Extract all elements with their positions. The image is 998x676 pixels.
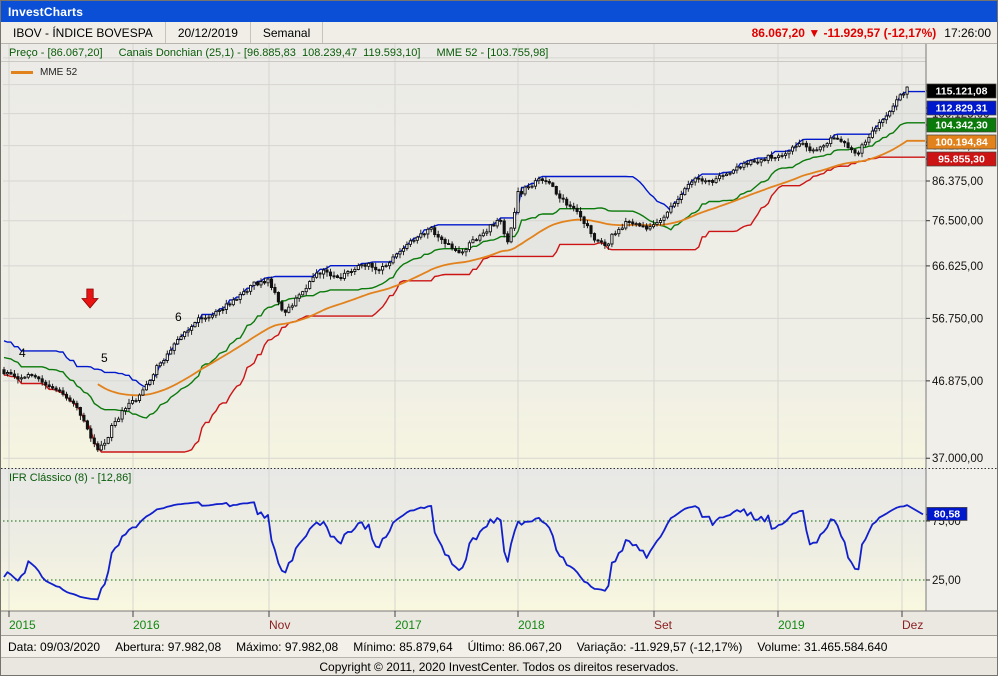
price-tag-text: 112.829,31	[936, 103, 988, 115]
status-field-5: Variação: -11.929,57 (-12,17%)	[576, 639, 743, 654]
chart-area[interactable]: 37.000,00 46.875,00 56.750,00 66.625,00 76.5…	[1, 44, 997, 635]
xaxis-tick-label: 2015	[9, 618, 36, 632]
xaxis-labels: 2015 2016 Nov 2017 2018 Set 2019 Dez	[8, 611, 923, 632]
quote-change: -11.929,57 (-12,17%)	[823, 25, 937, 40]
quote-panel: 86.067,20 ▼ -11.929,57 (-12,17%) 17:26:0…	[752, 22, 991, 43]
xaxis-tick-label: 2018	[518, 618, 545, 632]
price-tag-text: 100.194,84	[935, 137, 988, 149]
xaxis-tick-label: 2017	[395, 618, 422, 632]
quote-time: 17:26:00	[944, 25, 991, 40]
ifr-axis-label: 25,00	[932, 575, 961, 587]
price-axis-label: 56.750,00	[932, 313, 983, 325]
xaxis-tick-label: Nov	[269, 618, 290, 632]
ifr-panel	[1, 468, 926, 611]
price-tag-box	[926, 151, 997, 167]
copyright-text: Copyright © 2011, 2020 InvestCenter. Tod…	[319, 659, 679, 674]
price-tag-boxes: 115.121,08 112.829,31 104.342,30 100.194,84…	[926, 83, 997, 167]
price-axis-label: 46.875,00	[932, 376, 983, 388]
xaxis-tick-label: Set	[654, 618, 673, 632]
donchian-upper-line	[3, 90, 925, 388]
status-field-2: Máximo: 97.982,08	[236, 639, 339, 654]
bearish-candles	[2, 137, 861, 451]
price-tag-text: 95.855,30	[938, 154, 985, 166]
app-title: InvestCharts	[8, 4, 84, 19]
price-tag-box	[926, 117, 997, 133]
chart-canvas[interactable]: 37.000,00 46.875,00 56.750,00 66.625,00 76.5…	[1, 44, 997, 635]
xaxis-tick-label: 2019	[778, 618, 805, 632]
date-cell[interactable]: 20/12/2019	[166, 22, 251, 43]
wave-count-label: 6	[175, 310, 182, 324]
price-tag-text: 115.121,08	[936, 86, 988, 98]
xaxis-tick-label: 2016	[133, 618, 160, 632]
status-bar: Data: 09/03/2020 Abertura: 97.982,08 Máxim…	[1, 635, 997, 657]
toolbar: IBOV - ÍNDICE BOVESPA 20/12/2019 Semanal…	[1, 22, 997, 44]
wave-count-label: 4	[19, 346, 26, 360]
status-field-6: Volume: 31.465.584.640	[757, 639, 888, 654]
donchian-mid-line	[3, 122, 925, 419]
price-tag-text: 104.342,30	[935, 120, 988, 132]
status-field-4: Último: 86.067,20	[467, 639, 562, 654]
quote-last-price: 86.067,20	[751, 25, 805, 40]
ifr-line	[3, 501, 924, 601]
price-axis-label: 66.625,00	[932, 261, 983, 273]
status-field-1: Abertura: 97.982,08	[115, 639, 222, 654]
down-arrow-annotation	[81, 288, 99, 309]
status-field-3: Mínimo: 85.879,64	[353, 639, 453, 654]
window-titlebar[interactable]: InvestCharts	[1, 1, 997, 22]
wave-count-label: 5	[101, 351, 108, 365]
price-tag-box	[926, 134, 997, 150]
ifr-tag-text: 80,58	[934, 508, 960, 520]
down-arrow-icon: ▼	[804, 25, 824, 40]
ifr-tag-box	[926, 507, 968, 521]
bullish-candles	[5, 86, 909, 451]
status-field-0: Data: 09/03/2020	[8, 639, 101, 654]
annotations: 4 5 6	[19, 288, 182, 365]
price-axis-label: 37.000,00	[932, 453, 983, 465]
price-axis-label: 76.500,00	[932, 216, 983, 228]
price-tag-box	[926, 100, 997, 116]
xaxis-strip	[1, 611, 997, 635]
symbol-cell[interactable]: IBOV - ÍNDICE BOVESPA	[1, 22, 166, 43]
xaxis-tick-label: Dez	[902, 618, 923, 632]
period-cell[interactable]: Semanal	[251, 22, 324, 43]
price-axis-label: 86.375,00	[932, 176, 983, 188]
copyright-bar: Copyright © 2011, 2020 InvestCenter. Tod…	[1, 657, 997, 675]
donchian-lower-line	[3, 156, 925, 453]
mme52-line	[97, 139, 925, 397]
price-tag-box	[926, 83, 997, 99]
